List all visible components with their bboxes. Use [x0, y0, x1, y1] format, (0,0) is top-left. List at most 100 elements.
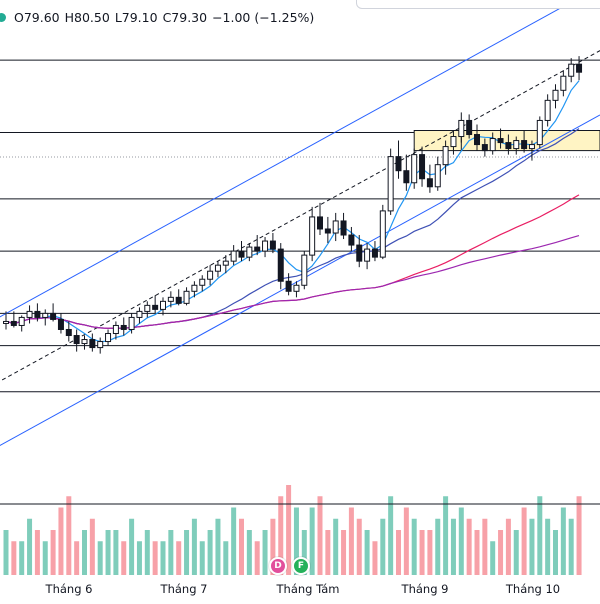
candle-body — [442, 146, 449, 166]
candle-body — [309, 216, 316, 256]
candle-body — [379, 210, 386, 258]
candle-body — [576, 63, 583, 73]
horizontal-levels-layer — [0, 59, 600, 505]
month-label-october: Tháng 10 — [505, 582, 561, 596]
volume-bar — [553, 530, 558, 575]
top-panel-edge — [356, 0, 600, 9]
volume-bar — [254, 541, 260, 575]
volume-bar — [568, 518, 574, 575]
candle-body — [10, 320, 17, 326]
low-value: L79.10 — [114, 9, 158, 25]
live-status-icon — [0, 12, 6, 22]
volume-bar — [207, 530, 213, 575]
candle-body — [411, 154, 418, 184]
candle-body — [105, 333, 112, 343]
month-label-july: Tháng 7 — [160, 582, 208, 596]
candle-body — [175, 296, 182, 304]
candle-body — [34, 310, 41, 318]
candle-body — [371, 248, 378, 258]
volume-bar — [545, 518, 551, 575]
candle-body — [120, 324, 127, 330]
volume-bar — [168, 530, 174, 575]
volume-bar — [136, 541, 142, 575]
financials-event-icon[interactable]: F — [292, 557, 310, 575]
ma-fast-line — [5, 80, 580, 343]
volume-bar — [576, 496, 582, 575]
candle-body — [269, 240, 276, 250]
volume-bar — [317, 496, 323, 575]
candle-body — [489, 138, 496, 152]
candle-body — [364, 248, 371, 262]
candle-body — [73, 335, 80, 345]
volume-bar — [458, 507, 464, 575]
candle-body — [57, 318, 64, 330]
candle-body — [238, 250, 245, 258]
candle-body — [89, 339, 96, 349]
candle-body — [481, 144, 488, 152]
candle-body — [426, 178, 433, 188]
candle-body — [3, 320, 9, 324]
volume-bar — [50, 530, 56, 575]
time-axis[interactable]: Tháng 6 Tháng 7 Tháng Tám Tháng 9 Tháng … — [0, 578, 600, 600]
channel-upper-line — [0, 0, 577, 318]
trend-channel-layer — [0, 0, 600, 447]
candle-body — [144, 304, 151, 312]
volume-bar — [388, 496, 394, 575]
volume-bar — [129, 518, 135, 575]
volume-bar — [348, 507, 354, 575]
ohlc-legend: O79.60 H80.50 L79.10 C79.30 −1.00 (−1.25… — [0, 6, 319, 28]
volume-bar — [333, 518, 339, 575]
volume-bar — [223, 541, 229, 575]
candle-body — [293, 284, 300, 292]
volume-bar — [278, 496, 284, 575]
volume-bar — [66, 496, 72, 575]
volume-bar — [97, 541, 103, 575]
volume-bar — [270, 518, 276, 575]
volume-bar — [184, 530, 190, 575]
volume-bar — [498, 530, 504, 575]
month-label-september: Tháng 9 — [401, 582, 449, 596]
candle-body — [560, 75, 567, 91]
candle-body — [568, 63, 575, 77]
candle-body — [552, 89, 559, 101]
volume-bar — [11, 541, 17, 575]
volume-bar — [113, 530, 119, 575]
volume-bar — [160, 541, 166, 575]
volume-bar — [191, 518, 197, 575]
volume-layer — [3, 485, 582, 575]
candle-body — [136, 310, 143, 318]
month-label-june: Tháng 6 — [45, 582, 93, 596]
candle-body — [340, 220, 347, 236]
volume-bar — [443, 496, 449, 575]
volume-bar — [231, 507, 237, 575]
open-value: O79.60 — [14, 9, 60, 25]
candle-body — [97, 341, 104, 349]
volume-bar — [521, 507, 527, 575]
candle-body — [356, 244, 363, 262]
volume-bar — [239, 518, 244, 575]
volume-bar — [380, 518, 386, 575]
candle-body — [160, 300, 166, 310]
volume-bar — [301, 530, 307, 575]
candle-body — [434, 164, 441, 188]
dividend-event-icon[interactable]: D — [269, 557, 287, 575]
ma-long-line — [5, 235, 580, 329]
volume-bar — [364, 530, 370, 575]
month-label-august: Tháng Tám — [276, 582, 340, 596]
candle-body — [301, 254, 308, 286]
candle-body — [65, 328, 72, 337]
candle-body — [167, 296, 174, 302]
volume-bar — [309, 507, 315, 575]
candle-body — [403, 170, 410, 184]
candle-body — [183, 290, 190, 304]
candle-body — [324, 228, 331, 234]
volume-bar — [435, 518, 441, 575]
candle-body — [348, 234, 355, 246]
volume-bar — [89, 518, 95, 575]
candle-body — [207, 270, 214, 280]
volume-bar — [27, 518, 33, 575]
volume-bar — [19, 541, 25, 575]
candle-body — [474, 134, 480, 146]
